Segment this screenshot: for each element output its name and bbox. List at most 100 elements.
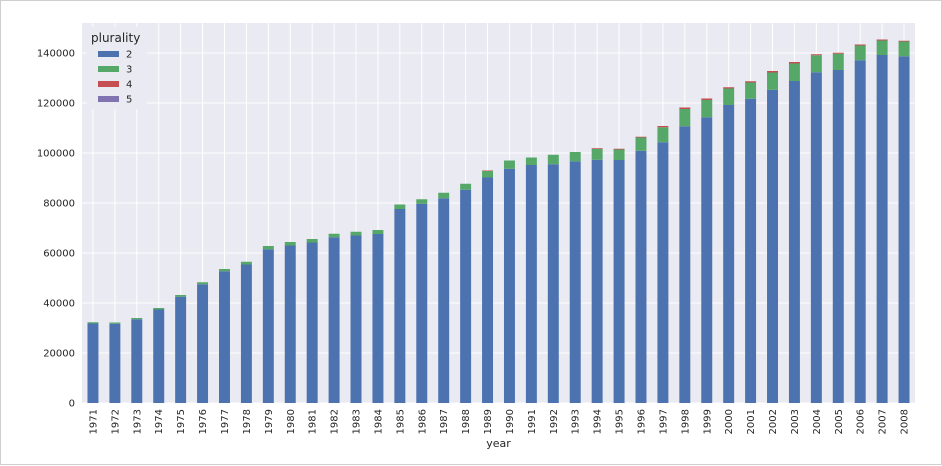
bars <box>87 39 910 403</box>
bar-segment-plurality-3 <box>131 318 143 320</box>
bar-segment-plurality-3 <box>262 246 274 250</box>
x-tick-label: 1992 <box>549 409 560 434</box>
y-tick-label: 20000 <box>43 349 75 360</box>
bar-segment-plurality-3 <box>175 295 187 297</box>
bar-segment-plurality-2 <box>197 284 209 403</box>
x-tick-label: 1998 <box>680 409 691 434</box>
bar-segment-plurality-4 <box>635 136 647 138</box>
y-tick-label: 140000 <box>37 49 75 60</box>
bar-segment-plurality-2 <box>153 309 165 403</box>
x-tick-label: 1976 <box>198 409 209 434</box>
bar-segment-plurality-3 <box>547 154 559 165</box>
bar-segment-plurality-3 <box>613 149 625 160</box>
bar-segment-plurality-2 <box>284 245 296 403</box>
x-tick-label: 1973 <box>132 409 143 434</box>
bar-segment-plurality-3 <box>767 72 778 90</box>
bar-segment-plurality-2 <box>547 164 559 403</box>
bar-segment-plurality-3 <box>219 269 230 272</box>
bar-segment-plurality-3 <box>416 199 428 204</box>
bar-segment-plurality-4 <box>591 148 603 149</box>
bar-segment-plurality-2 <box>262 249 274 403</box>
bar-segment-plurality-2 <box>767 89 778 403</box>
bar-segment-plurality-4 <box>876 39 888 41</box>
y-tick-label: 40000 <box>43 299 75 310</box>
bar-segment-plurality-2 <box>635 150 647 403</box>
legend-label-5: 5 <box>126 95 132 106</box>
legend-swatch-4 <box>98 81 119 87</box>
bar-segment-plurality-3 <box>153 308 165 310</box>
x-tick-label: 2001 <box>746 409 757 434</box>
bar-segment-plurality-3 <box>876 40 888 55</box>
bar-segment-plurality-3 <box>240 261 252 265</box>
bar-segment-plurality-3 <box>350 231 362 236</box>
bar-segment-plurality-4 <box>657 126 669 128</box>
bar-segment-plurality-3 <box>87 322 99 324</box>
bar-segment-plurality-2 <box>350 235 362 403</box>
bar-segment-plurality-2 <box>701 117 713 403</box>
bar-segment-plurality-3 <box>482 171 494 178</box>
y-tick-label: 100000 <box>37 149 75 160</box>
bar-segment-plurality-4 <box>854 44 866 46</box>
bar-segment-plurality-2 <box>438 198 450 403</box>
bar-segment-plurality-4 <box>767 71 778 73</box>
bar-segment-plurality-2 <box>240 264 252 403</box>
x-tick-label: 1995 <box>615 409 626 434</box>
bar-segment-plurality-3 <box>525 157 537 165</box>
bar-segment-plurality-4 <box>679 107 691 109</box>
y-axis-ticks: 0 20000 40000 60000 80000 100000 120000 140000 <box>37 49 75 410</box>
bar-segment-plurality-3 <box>788 63 800 81</box>
x-tick-label: 1990 <box>505 409 516 434</box>
x-axis-label: year <box>486 437 511 450</box>
bar-segment-plurality-4 <box>788 62 800 64</box>
x-tick-label: 2004 <box>812 409 823 434</box>
x-tick-label: 2002 <box>768 409 779 434</box>
x-tick-label: 1980 <box>286 409 297 434</box>
legend-label-3: 3 <box>126 65 132 76</box>
bar-segment-plurality-4 <box>701 98 713 100</box>
x-tick-label: 1996 <box>636 409 647 434</box>
bar-segment-plurality-2 <box>482 177 494 403</box>
bar-segment-plurality-2 <box>832 70 844 403</box>
bar-segment-plurality-4 <box>613 148 625 150</box>
bar-segment-plurality-3 <box>591 149 603 160</box>
bar-segment-plurality-4 <box>745 81 757 83</box>
y-tick-label: 80000 <box>43 199 75 210</box>
legend-swatch-2 <box>98 51 119 57</box>
x-tick-label: 1989 <box>483 409 494 434</box>
bar-segment-plurality-2 <box>503 168 515 403</box>
legend-title: plurality <box>91 31 140 45</box>
x-tick-label: 1985 <box>395 409 406 434</box>
x-tick-label: 1979 <box>264 409 275 434</box>
y-tick-label: 60000 <box>43 249 75 260</box>
y-tick-label: 0 <box>69 399 75 410</box>
bar-segment-plurality-3 <box>306 239 318 243</box>
bar-segment-plurality-2 <box>328 237 340 403</box>
bar-segment-plurality-2 <box>131 319 143 403</box>
x-tick-label: 1974 <box>154 409 165 434</box>
x-tick-label: 1977 <box>220 409 231 434</box>
bar-segment-plurality-3 <box>701 100 713 118</box>
bar-segment-plurality-2 <box>394 209 406 403</box>
x-tick-label: 1971 <box>88 409 99 434</box>
bar-segment-plurality-3 <box>898 41 910 57</box>
bar-segment-plurality-3 <box>109 322 121 324</box>
x-tick-label: 1993 <box>571 409 582 434</box>
x-tick-label: 1987 <box>439 409 450 434</box>
x-tick-label: 2008 <box>900 409 911 434</box>
bar-segment-plurality-2 <box>745 98 757 403</box>
bar-segment-plurality-2 <box>898 56 910 403</box>
bar-segment-plurality-2 <box>219 271 230 403</box>
bar-segment-plurality-2 <box>416 203 428 403</box>
bar-segment-plurality-3 <box>679 109 691 127</box>
bar-segment-plurality-2 <box>657 142 669 403</box>
bar-segment-plurality-3 <box>460 183 472 190</box>
bar-segment-plurality-2 <box>460 189 472 403</box>
x-tick-label: 1999 <box>702 409 713 434</box>
bar-segment-plurality-2 <box>679 126 691 403</box>
bar-segment-plurality-4 <box>810 54 822 56</box>
bar-segment-plurality-2 <box>810 72 822 403</box>
bar-segment-plurality-2 <box>87 323 99 403</box>
bar-segment-plurality-3 <box>394 204 406 209</box>
x-tick-label: 1975 <box>176 409 187 434</box>
x-tick-label: 1978 <box>242 409 253 434</box>
